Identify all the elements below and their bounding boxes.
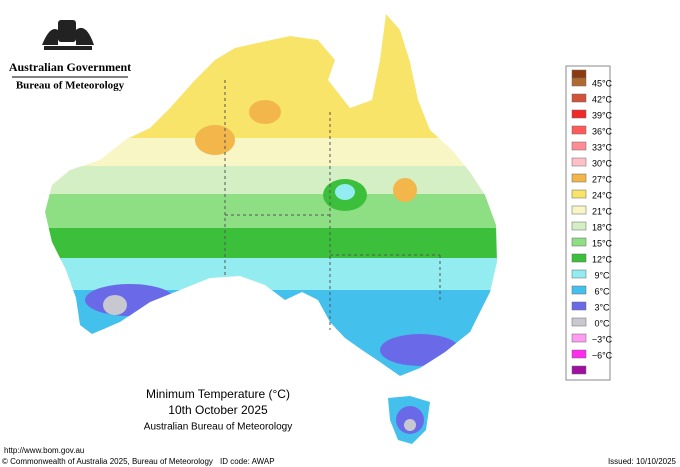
legend-label: 21°C <box>592 206 613 216</box>
legend-label: 0°C <box>594 318 610 328</box>
legend-swatch <box>571 301 587 311</box>
legend-swatch <box>571 365 587 375</box>
legend-label: 33°C <box>592 142 613 152</box>
legend-swatch <box>571 317 587 327</box>
legend-label: 9°C <box>594 270 610 280</box>
legend-swatch <box>571 141 587 151</box>
legend-label: −6°C <box>592 350 613 360</box>
legend-label: 18°C <box>592 222 613 232</box>
legend-label: 12°C <box>592 254 613 264</box>
legend-swatch <box>571 173 587 183</box>
legend-label: 30°C <box>592 158 613 168</box>
legend-swatch <box>571 93 587 103</box>
legend-swatch <box>571 109 587 119</box>
legend-label: 36°C <box>592 126 613 136</box>
legend-label: 6°C <box>594 286 610 296</box>
legend-swatch <box>571 69 587 79</box>
legend-label: 24°C <box>592 190 613 200</box>
map-date: 10th October 2025 <box>168 403 268 417</box>
legend-swatch <box>571 189 587 199</box>
legend-label: 45°C <box>592 78 613 88</box>
legend-swatch <box>571 77 587 87</box>
footer-issued: Issued: 10/10/2025 <box>608 457 677 466</box>
legend: 45°C 42°C 39°C 36°C 33°C 30°C 27°C 24°C 21°C 18°C… <box>571 69 613 375</box>
agency-name: Bureau of Meteorology <box>16 80 125 92</box>
legend-swatch <box>571 205 587 215</box>
coat-of-arms <box>42 20 94 50</box>
legend-swatch <box>571 125 587 135</box>
legend-swatch <box>571 237 587 247</box>
legend-swatch <box>571 157 587 167</box>
footer-id: ID code: AWAP <box>220 457 275 466</box>
footer-url: http://www.bom.gov.au <box>4 446 84 455</box>
map-source: Australian Bureau of Meteorology <box>144 422 292 433</box>
government-name: Australian Government <box>9 60 131 74</box>
legend-swatch <box>571 285 587 295</box>
legend-swatch <box>571 333 587 343</box>
legend-swatch <box>571 269 587 279</box>
legend-swatch <box>571 349 587 359</box>
legend-label: 27°C <box>592 174 613 184</box>
legend-label: 15°C <box>592 238 613 248</box>
legend-label: 3°C <box>594 302 610 312</box>
state-borders <box>224 80 441 330</box>
legend-label: −3°C <box>592 334 613 344</box>
legend-swatch <box>571 221 587 231</box>
legend-label: 39°C <box>592 110 613 120</box>
map-title: Minimum Temperature (°C) <box>146 387 290 401</box>
legend-swatch <box>571 253 587 263</box>
legend-label: 42°C <box>592 94 613 104</box>
footer-copyright: © Commonwealth of Australia 2025, Bureau… <box>2 457 213 466</box>
